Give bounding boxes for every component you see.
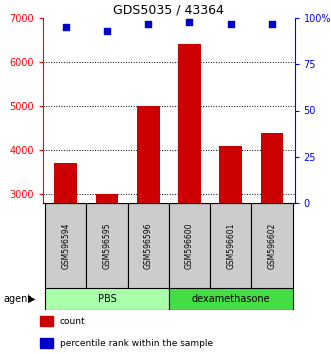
Bar [45, 203, 86, 288]
Text: percentile rank within the sample: percentile rank within the sample [60, 338, 213, 348]
Bar [219, 146, 242, 203]
Point [228, 21, 233, 27]
Bar [127, 203, 169, 288]
Bar [210, 203, 251, 288]
Text: GSM596595: GSM596595 [103, 222, 112, 269]
Bar [169, 288, 293, 310]
Point [104, 28, 110, 34]
Text: GSM596600: GSM596600 [185, 222, 194, 269]
Text: GSM596594: GSM596594 [61, 222, 70, 269]
Title: GDS5035 / 43364: GDS5035 / 43364 [114, 4, 224, 17]
Text: count: count [60, 316, 85, 325]
Text: ▶: ▶ [28, 294, 36, 304]
Text: GSM596596: GSM596596 [144, 222, 153, 269]
Text: PBS: PBS [98, 294, 116, 304]
Bar [40, 338, 53, 348]
Bar [178, 45, 201, 203]
Bar [40, 316, 53, 326]
Bar [260, 132, 283, 203]
Bar [96, 194, 118, 203]
Text: agent: agent [3, 294, 31, 304]
Bar [54, 163, 77, 203]
Bar [86, 203, 127, 288]
Bar [45, 288, 169, 310]
Bar [137, 106, 160, 203]
Point [146, 21, 151, 27]
Point [63, 24, 69, 30]
Bar [251, 203, 293, 288]
Point [187, 19, 192, 24]
Bar [169, 203, 210, 288]
Point [269, 21, 274, 27]
Text: GSM596602: GSM596602 [267, 222, 276, 269]
Text: dexamethasone: dexamethasone [191, 294, 270, 304]
Text: GSM596601: GSM596601 [226, 222, 235, 269]
